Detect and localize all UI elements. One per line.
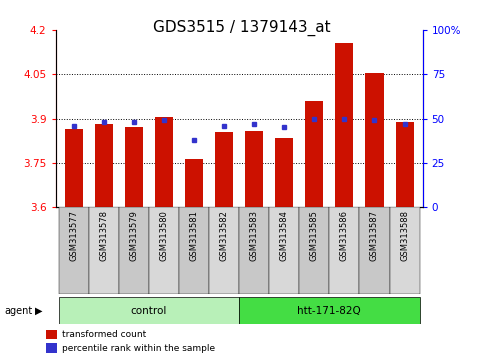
Text: GSM313578: GSM313578	[99, 210, 108, 261]
Bar	[245, 131, 263, 207]
Text: control: control	[130, 306, 167, 316]
Bar	[89, 207, 119, 294]
Text: GSM313581: GSM313581	[189, 210, 199, 261]
Bar	[335, 44, 354, 207]
Text: GSM313579: GSM313579	[129, 210, 138, 261]
Bar	[155, 117, 173, 207]
Text: GSM313586: GSM313586	[340, 210, 349, 261]
Text: GDS3515 / 1379143_at: GDS3515 / 1379143_at	[153, 19, 330, 36]
Text: GSM313584: GSM313584	[280, 210, 289, 261]
Text: GSM313588: GSM313588	[400, 210, 409, 261]
Bar	[95, 124, 113, 207]
Bar	[269, 207, 299, 294]
Text: percentile rank within the sample: percentile rank within the sample	[62, 344, 215, 353]
Bar	[119, 207, 149, 294]
Bar	[125, 127, 143, 207]
Bar	[65, 129, 83, 207]
Text: GSM313585: GSM313585	[310, 210, 319, 261]
Bar	[185, 159, 203, 207]
Bar	[209, 207, 239, 294]
Text: GSM313577: GSM313577	[69, 210, 78, 261]
Text: GSM313583: GSM313583	[250, 210, 258, 261]
Bar	[299, 207, 329, 294]
Text: ▶: ▶	[35, 306, 43, 316]
Bar	[215, 132, 233, 207]
Bar	[149, 207, 179, 294]
Text: transformed count: transformed count	[62, 330, 147, 339]
Bar	[46, 343, 57, 353]
Text: GSM313580: GSM313580	[159, 210, 169, 261]
Bar	[359, 207, 389, 294]
Bar	[58, 207, 89, 294]
Text: htt-171-82Q: htt-171-82Q	[298, 306, 361, 316]
Text: GSM313582: GSM313582	[220, 210, 228, 261]
Bar	[305, 101, 323, 207]
Bar	[239, 297, 420, 324]
Bar	[179, 207, 209, 294]
Bar	[389, 207, 420, 294]
Bar	[366, 73, 384, 207]
Text: GSM313587: GSM313587	[370, 210, 379, 261]
Bar	[275, 138, 293, 207]
Bar	[46, 330, 57, 339]
Bar	[58, 297, 239, 324]
Bar	[396, 122, 413, 207]
Bar	[329, 207, 359, 294]
Bar	[239, 207, 269, 294]
Text: agent: agent	[5, 306, 33, 316]
